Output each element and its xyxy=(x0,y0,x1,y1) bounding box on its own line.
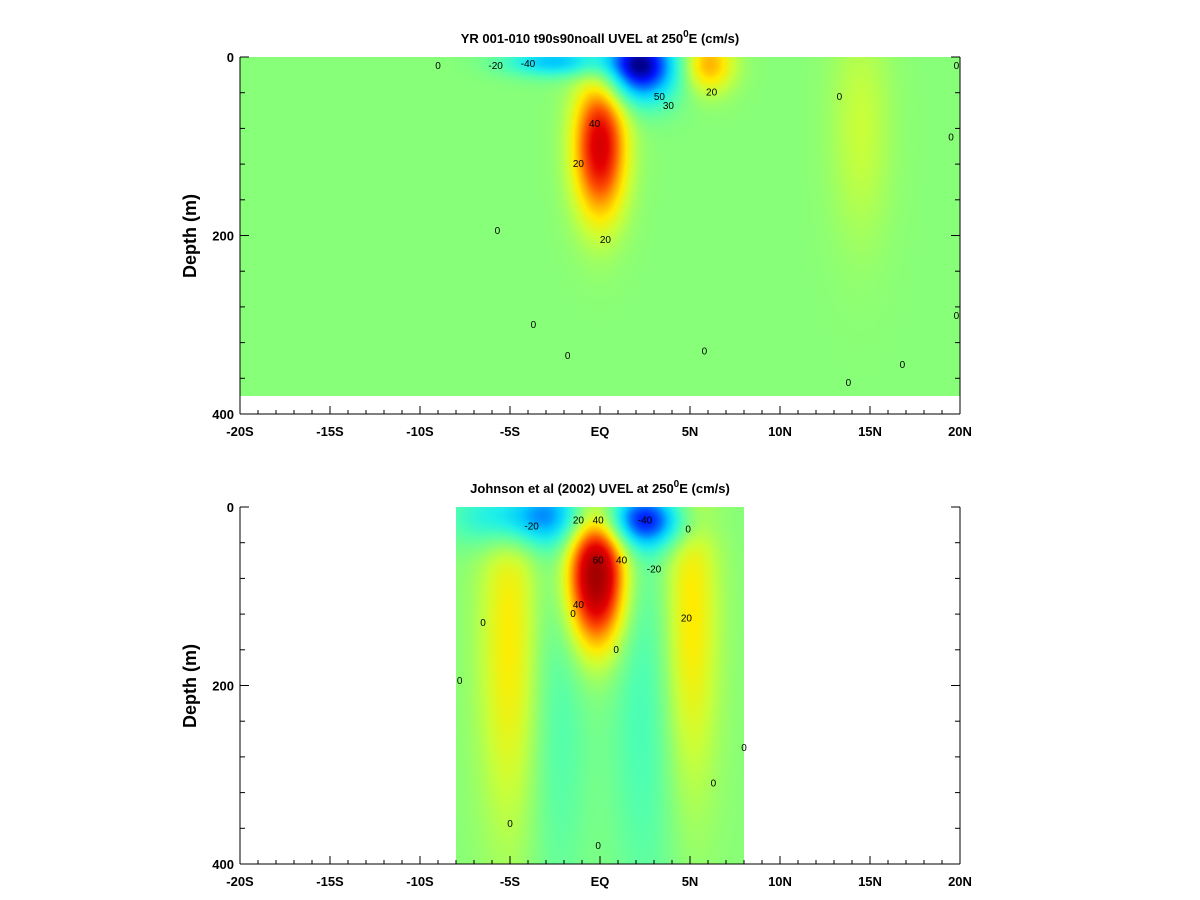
x-tick-label: -10S xyxy=(406,874,434,889)
contour-label: 0 xyxy=(846,378,852,389)
contour-label: 0 xyxy=(837,92,843,103)
contour-label: 0 xyxy=(948,132,954,143)
contour-label: 40 xyxy=(573,600,585,611)
x-tick-label: 5N xyxy=(682,424,699,439)
contour-label: -40 xyxy=(638,515,653,526)
x-tick-label: 20N xyxy=(948,874,972,889)
contour-label: 40 xyxy=(589,119,601,130)
contour-label: 0 xyxy=(702,347,708,358)
contour-label: 0 xyxy=(900,360,906,371)
contour-label: 0 xyxy=(711,779,717,790)
x-tick-label: EQ xyxy=(591,874,610,889)
contour-label: 20 xyxy=(600,235,612,246)
contour-label: 20 xyxy=(573,159,585,170)
contour-label: 0 xyxy=(495,226,501,237)
contour-label: 0 xyxy=(457,676,463,687)
contour-label: 50 xyxy=(654,92,666,103)
x-tick-label: 15N xyxy=(858,424,882,439)
contour-label: 20 xyxy=(681,614,693,625)
x-tick-label: 20N xyxy=(948,424,972,439)
contour-label: 60 xyxy=(593,556,605,567)
contour-label: -20 xyxy=(524,522,539,533)
contour-label: 0 xyxy=(741,743,747,754)
contour-label: 0 xyxy=(954,311,960,322)
contour-label: 0 xyxy=(570,609,576,620)
y-axis-label: Depth (m) xyxy=(180,644,200,728)
contour-label: 0 xyxy=(435,61,441,72)
y-tick-label: 0 xyxy=(227,500,234,515)
y-tick-label: 200 xyxy=(212,229,234,244)
panel-model: YR 001-010 t90s90noall UVEL at 2500E (cm… xyxy=(180,29,972,439)
velocity-field xyxy=(240,57,960,396)
x-tick-label: -20S xyxy=(226,424,254,439)
contour-label: 20 xyxy=(573,515,585,526)
x-tick-label: 5N xyxy=(682,874,699,889)
contour-label: 40 xyxy=(593,515,605,526)
contour-label: 0 xyxy=(507,819,513,830)
x-tick-label: 10N xyxy=(768,424,792,439)
x-tick-label: -15S xyxy=(316,424,344,439)
contour-label: 0 xyxy=(480,618,486,629)
contour-label: 0 xyxy=(565,351,571,362)
contour-label: -20 xyxy=(647,564,662,575)
y-tick-label: 0 xyxy=(227,50,234,65)
velocity-field xyxy=(456,507,744,864)
x-tick-label: -5S xyxy=(500,424,521,439)
x-tick-label: -10S xyxy=(406,424,434,439)
contour-label: -40 xyxy=(521,59,536,70)
contour-label: 0 xyxy=(613,645,619,656)
contour-label: 0 xyxy=(595,841,601,852)
x-tick-label: 15N xyxy=(858,874,882,889)
contour-label: 0 xyxy=(954,61,960,72)
x-tick-label: -15S xyxy=(316,874,344,889)
contour-label: 20 xyxy=(706,88,718,99)
contour-label: 30 xyxy=(663,101,675,112)
x-tick-label: 10N xyxy=(768,874,792,889)
x-tick-label: -20S xyxy=(226,874,254,889)
contour-label: 0 xyxy=(685,524,691,535)
chart-title: Johnson et al (2002) UVEL at 2500E (cm/s… xyxy=(470,479,730,496)
x-tick-label: -5S xyxy=(500,874,521,889)
contour-label: 40 xyxy=(616,556,628,567)
y-axis-label: Depth (m) xyxy=(180,194,200,278)
y-tick-label: 400 xyxy=(212,407,234,422)
panel-observations: Johnson et al (2002) UVEL at 2500E (cm/s… xyxy=(180,479,972,889)
y-tick-label: 200 xyxy=(212,679,234,694)
y-tick-label: 400 xyxy=(212,857,234,872)
contour-label: 0 xyxy=(531,320,537,331)
x-tick-label: EQ xyxy=(591,424,610,439)
chart-title: YR 001-010 t90s90noall UVEL at 2500E (cm… xyxy=(461,29,739,46)
contour-label: -20 xyxy=(488,61,503,72)
